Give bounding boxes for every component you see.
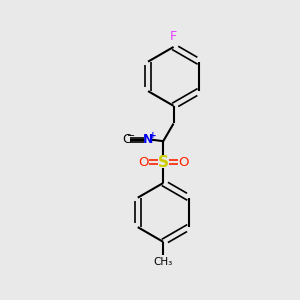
Text: S: S	[158, 155, 169, 170]
Text: O: O	[138, 156, 148, 169]
Text: C: C	[122, 133, 131, 146]
Text: CH₃: CH₃	[154, 256, 173, 267]
Text: O: O	[178, 156, 188, 169]
Text: N: N	[143, 133, 153, 146]
Text: F: F	[170, 30, 177, 44]
Text: +: +	[149, 131, 157, 140]
Text: −: −	[127, 130, 135, 141]
